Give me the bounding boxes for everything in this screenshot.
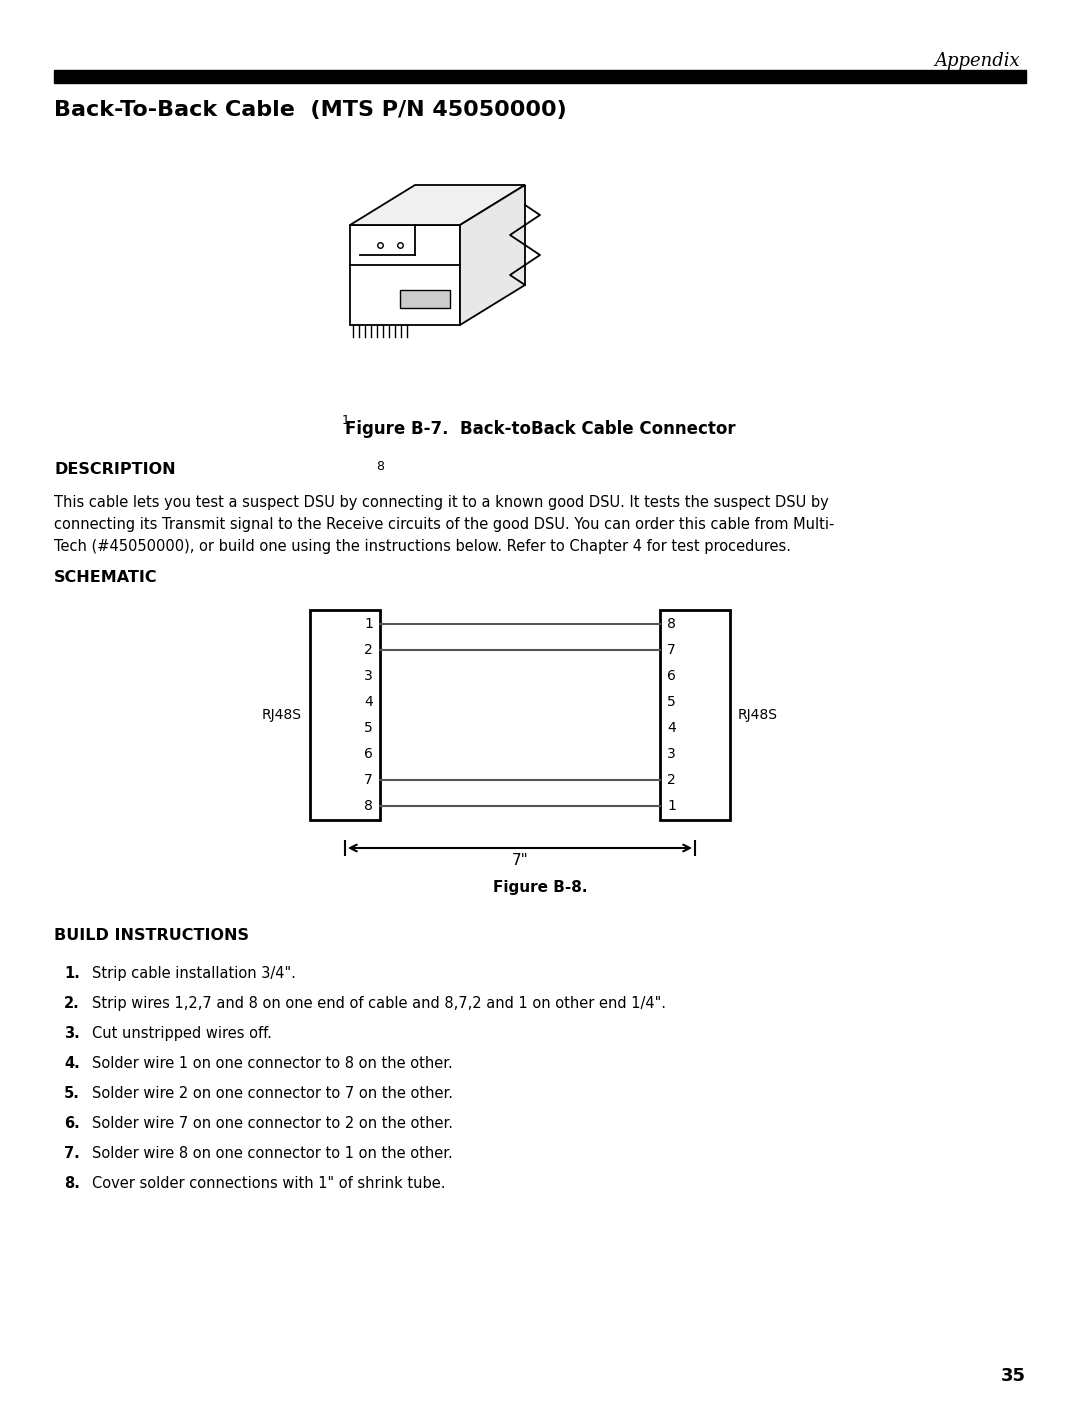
Polygon shape: [350, 185, 525, 224]
Text: 2: 2: [667, 772, 676, 787]
Text: 4: 4: [667, 721, 676, 736]
Text: 1.: 1.: [64, 966, 80, 981]
Text: 8: 8: [667, 618, 676, 630]
Text: Back-To-Back Cable  (MTS P/N 45050000): Back-To-Back Cable (MTS P/N 45050000): [54, 99, 567, 121]
Text: 2.: 2.: [64, 995, 80, 1011]
Text: connecting its Transmit signal to the Receive circuits of the good DSU. You can : connecting its Transmit signal to the Re…: [54, 517, 835, 532]
Text: Figure B-7.  Back-toBack Cable Connector: Figure B-7. Back-toBack Cable Connector: [345, 420, 735, 437]
Text: 4: 4: [364, 694, 373, 709]
Text: 6: 6: [667, 669, 676, 683]
Text: 4.: 4.: [64, 1056, 80, 1071]
Text: 7: 7: [364, 772, 373, 787]
Text: 3.: 3.: [64, 1027, 80, 1041]
Polygon shape: [350, 224, 460, 325]
Text: Solder wire 2 on one connector to 7 on the other.: Solder wire 2 on one connector to 7 on t…: [92, 1086, 453, 1100]
Text: Tech (#45050000), or build one using the instructions below. Refer to Chapter 4 : Tech (#45050000), or build one using the…: [54, 540, 791, 554]
Text: 5: 5: [364, 721, 373, 736]
Text: RJ48S: RJ48S: [262, 709, 302, 721]
Text: 2: 2: [364, 643, 373, 657]
Text: Appendix: Appendix: [934, 53, 1020, 70]
Text: 6: 6: [364, 747, 373, 761]
Text: 1: 1: [364, 618, 373, 630]
Polygon shape: [460, 185, 525, 325]
Text: Strip cable installation 3/4".: Strip cable installation 3/4".: [92, 966, 296, 981]
Text: 7.: 7.: [64, 1146, 80, 1162]
Text: BUILD INSTRUCTIONS: BUILD INSTRUCTIONS: [54, 929, 249, 943]
Bar: [400, 290, 450, 308]
Text: 1: 1: [342, 413, 350, 426]
Text: SCHEMATIC: SCHEMATIC: [54, 569, 158, 585]
Text: Strip wires 1,2,7 and 8 on one end of cable and 8,7,2 and 1 on other end 1/4".: Strip wires 1,2,7 and 8 on one end of ca…: [92, 995, 666, 1011]
Text: 8: 8: [376, 460, 384, 473]
Text: Solder wire 8 on one connector to 1 on the other.: Solder wire 8 on one connector to 1 on t…: [92, 1146, 453, 1162]
Bar: [54, 70, 1026, 82]
Text: Cover solder connections with 1" of shrink tube.: Cover solder connections with 1" of shri…: [92, 1176, 446, 1191]
Text: 7: 7: [667, 643, 676, 657]
Text: 6.: 6.: [64, 1116, 80, 1130]
Text: 1: 1: [667, 799, 676, 814]
Text: 7": 7": [512, 853, 528, 868]
Text: 3: 3: [364, 669, 373, 683]
Bar: [310, 611, 380, 819]
Text: 5.: 5.: [64, 1086, 80, 1100]
Text: RJ48S: RJ48S: [738, 709, 778, 721]
Bar: [660, 611, 730, 819]
Text: DESCRIPTION: DESCRIPTION: [54, 462, 176, 477]
Text: 3: 3: [667, 747, 676, 761]
Text: This cable lets you test a suspect DSU by connecting it to a known good DSU. It : This cable lets you test a suspect DSU b…: [54, 496, 828, 510]
Text: 8: 8: [364, 799, 373, 814]
Text: 5: 5: [667, 694, 676, 709]
Text: 8.: 8.: [64, 1176, 80, 1191]
Text: Solder wire 7 on one connector to 2 on the other.: Solder wire 7 on one connector to 2 on t…: [92, 1116, 453, 1130]
Text: Solder wire 1 on one connector to 8 on the other.: Solder wire 1 on one connector to 8 on t…: [92, 1056, 453, 1071]
Text: Figure B-8.: Figure B-8.: [492, 880, 588, 895]
Text: 35: 35: [1001, 1367, 1026, 1384]
Text: Cut unstripped wires off.: Cut unstripped wires off.: [92, 1027, 272, 1041]
